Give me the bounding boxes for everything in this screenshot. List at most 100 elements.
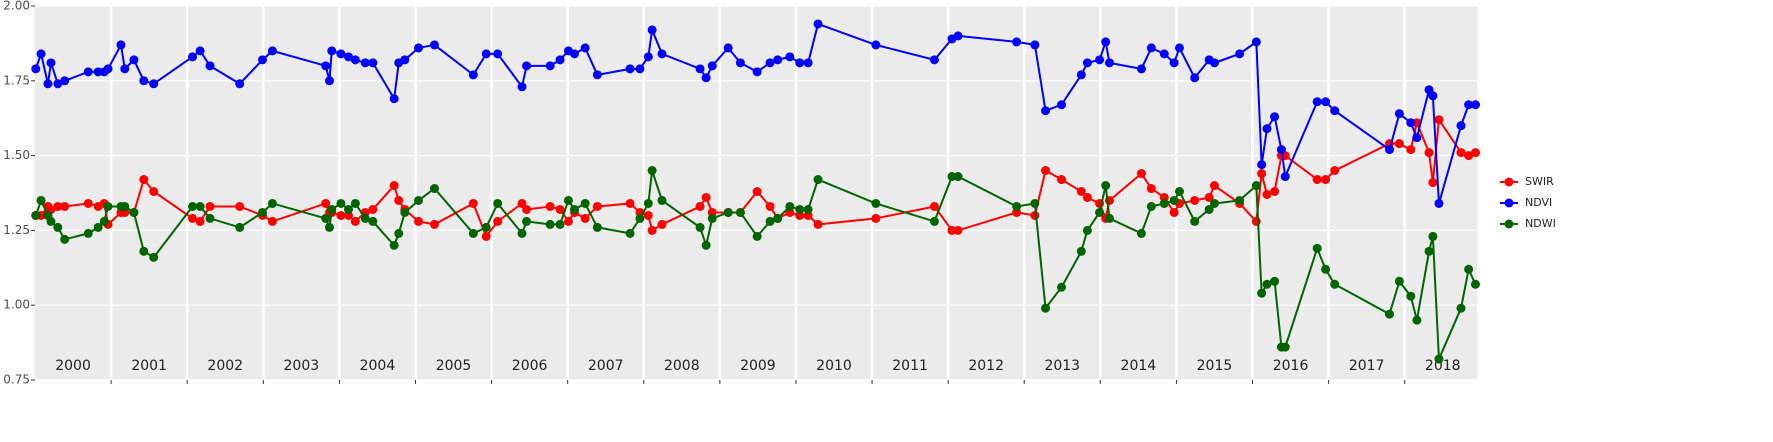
- point: [60, 234, 70, 244]
- point: [1394, 139, 1404, 149]
- point: [1434, 354, 1444, 364]
- x-tick-label: 2014: [1121, 358, 1157, 374]
- point: [414, 216, 424, 226]
- point: [468, 70, 478, 80]
- point: [517, 228, 527, 238]
- point: [1136, 64, 1146, 74]
- point: [517, 82, 527, 92]
- point: [344, 204, 354, 214]
- point: [1076, 70, 1086, 80]
- point: [1209, 198, 1219, 208]
- point: [235, 79, 245, 89]
- point: [1104, 58, 1114, 68]
- point: [46, 58, 56, 68]
- point: [1136, 228, 1146, 238]
- point: [1174, 43, 1184, 53]
- point: [795, 204, 805, 214]
- point: [1101, 181, 1111, 191]
- point: [1169, 58, 1179, 68]
- point: [1330, 106, 1340, 116]
- point: [563, 195, 573, 205]
- point: [103, 201, 113, 211]
- point: [695, 201, 705, 211]
- point: [1456, 121, 1466, 131]
- point: [120, 201, 130, 211]
- point: [580, 198, 590, 208]
- point: [103, 64, 113, 74]
- point: [53, 222, 63, 232]
- point: [723, 207, 733, 217]
- y-tick-label: 1.25: [3, 223, 30, 237]
- point: [657, 219, 667, 229]
- point: [752, 187, 762, 197]
- point: [321, 213, 331, 223]
- point: [1136, 169, 1146, 179]
- point: [522, 61, 532, 71]
- x-tick-label: 2003: [284, 358, 320, 374]
- point: [267, 46, 277, 56]
- point: [929, 216, 939, 226]
- y-tick-label: 1.75: [3, 73, 30, 87]
- legend-swatch: [1504, 198, 1514, 208]
- point: [83, 198, 93, 208]
- legend-label: SWIR: [1525, 175, 1554, 188]
- point: [1312, 175, 1322, 185]
- point: [188, 52, 198, 62]
- point: [707, 213, 717, 223]
- point: [205, 201, 215, 211]
- point: [765, 58, 775, 68]
- point: [321, 61, 331, 71]
- point: [592, 201, 602, 211]
- point: [1257, 160, 1267, 170]
- point: [1209, 58, 1219, 68]
- point: [321, 198, 331, 208]
- x-tick-label: 2006: [512, 358, 548, 374]
- point: [625, 64, 635, 74]
- point: [235, 222, 245, 232]
- point: [235, 201, 245, 211]
- point: [493, 216, 503, 226]
- point: [635, 64, 645, 74]
- point: [188, 213, 198, 223]
- point: [1076, 187, 1086, 197]
- point: [695, 222, 705, 232]
- point: [635, 213, 645, 223]
- point: [1276, 145, 1286, 155]
- point: [1082, 192, 1092, 202]
- point: [1321, 264, 1331, 274]
- point: [545, 61, 555, 71]
- point: [1412, 133, 1422, 143]
- point: [1012, 37, 1022, 47]
- point: [1190, 195, 1200, 205]
- point: [707, 61, 717, 71]
- x-tick-label: 2010: [816, 358, 852, 374]
- point: [1190, 216, 1200, 226]
- x-tick-label: 2017: [1349, 358, 1385, 374]
- point: [813, 175, 823, 185]
- point: [580, 213, 590, 223]
- point: [1464, 151, 1474, 161]
- point: [267, 198, 277, 208]
- point: [394, 195, 404, 205]
- point: [1169, 207, 1179, 217]
- point: [522, 204, 532, 214]
- point: [1082, 58, 1092, 68]
- point: [1406, 291, 1416, 301]
- point: [657, 49, 667, 59]
- point: [1159, 198, 1169, 208]
- point: [493, 198, 503, 208]
- x-tick-label: 2007: [588, 358, 624, 374]
- point: [701, 240, 711, 250]
- point: [1057, 100, 1067, 110]
- point: [195, 46, 205, 56]
- point: [1270, 112, 1280, 122]
- point: [1204, 192, 1214, 202]
- point: [871, 40, 881, 50]
- x-tick-label: 2004: [360, 358, 396, 374]
- point: [701, 73, 711, 83]
- point: [555, 204, 565, 214]
- point: [1041, 166, 1051, 176]
- point: [701, 192, 711, 202]
- point: [803, 204, 813, 214]
